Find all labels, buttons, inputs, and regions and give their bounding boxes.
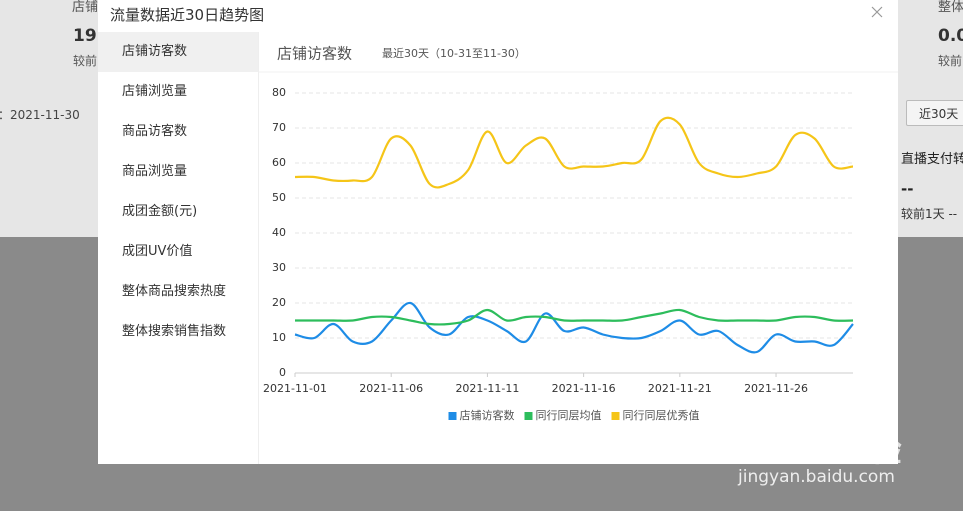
x-tick-label: 2021-11-26	[744, 382, 808, 395]
x-tick-label: 2021-11-06	[359, 382, 423, 395]
y-tick-label: 50	[272, 191, 286, 204]
bg-label: 整体	[938, 0, 963, 15]
legend-label: 同行同层优秀值	[623, 409, 700, 422]
menu-item[interactable]: 成团金额(元)	[122, 204, 198, 219]
legend-label: 店铺访客数	[460, 408, 515, 422]
menu-item[interactable]: 店铺访客数	[98, 32, 258, 72]
y-tick-label: 70	[272, 121, 286, 134]
watermark: Baidu经验	[735, 431, 902, 469]
y-tick-label: 30	[272, 261, 286, 274]
menu-item[interactable]: 整体搜索销售指数	[122, 324, 227, 339]
legend: 店铺访客数 同行同层均值 同行同层优秀值	[448, 408, 700, 422]
chart: 店铺访客数 最近30天（10-31至11-30） 0 10 20 30 40 50 60 70…	[258, 45, 898, 422]
bg-value: 0.0	[938, 26, 963, 46]
bg-compare: 较前	[938, 54, 963, 68]
watermark-url: jingyan.baidu.com	[738, 467, 895, 487]
legend-swatch	[448, 412, 457, 420]
modal: 流量数据近30日趋势图 店铺访客数 店铺浏览量 商品访客数 商品浏览量 成团金额(元) 成…	[98, 0, 898, 464]
x-tick-label: 2021-11-16	[552, 382, 616, 395]
y-tick-label: 20	[272, 296, 286, 309]
legend-swatch	[524, 412, 533, 420]
close-button[interactable]	[871, 6, 883, 18]
y-tick-label: 60	[272, 156, 286, 169]
y-tick-label: 0	[279, 366, 286, 379]
chart-title: 店铺访客数	[277, 45, 352, 63]
menu-item[interactable]: 商品访客数	[122, 124, 188, 139]
bg-live-value: --	[901, 180, 914, 198]
modal-title: 流量数据近30日趋势图	[110, 6, 265, 24]
x-tick-label: 2021-11-01	[263, 382, 327, 395]
chart-subtitle: 最近30天（10-31至11-30）	[382, 47, 526, 60]
y-tick-label: 80	[272, 86, 286, 99]
bg-date: 日期：2021-11-30	[0, 108, 80, 122]
menu-item[interactable]: 成团UV价值	[122, 244, 193, 259]
bg-live-label: 直播支付转	[901, 152, 963, 167]
legend-label: 同行同层均值	[536, 409, 602, 422]
y-tick-label: 40	[272, 226, 286, 239]
x-tick-label: 2021-11-21	[648, 382, 712, 395]
series-line	[294, 301, 854, 354]
bg-compare: 较前	[73, 54, 98, 68]
menu-item[interactable]: 商品浏览量	[122, 164, 188, 179]
menu-item[interactable]: 整体商品搜索热度	[122, 284, 227, 299]
legend-swatch	[611, 412, 620, 420]
menu-item[interactable]: 店铺浏览量	[122, 84, 188, 99]
x-tick-label: 2021-11-11	[455, 382, 519, 395]
bg-label: 店铺	[72, 0, 99, 15]
y-tick-label: 10	[272, 331, 286, 344]
series-line	[294, 116, 854, 189]
series-line	[295, 308, 854, 326]
range-button[interactable]: 近30天	[906, 100, 963, 126]
bg-live-compare: 较前1天 --	[901, 207, 958, 221]
side-menu: 店铺访客数店铺浏览量商品访客数商品浏览量成团金额(元) 成团UV价值整体商品搜索热…	[98, 32, 259, 464]
bg-value: 19	[73, 26, 97, 46]
